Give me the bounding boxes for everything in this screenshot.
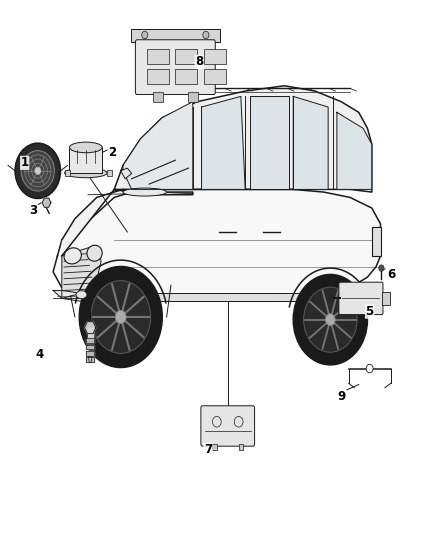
Ellipse shape: [64, 248, 81, 264]
Text: 6: 6: [387, 268, 396, 281]
Bar: [152, 92, 163, 102]
Text: 5: 5: [365, 305, 374, 318]
Text: 9: 9: [337, 390, 346, 403]
Polygon shape: [250, 96, 289, 189]
Text: 8: 8: [195, 55, 204, 68]
Bar: [65, 170, 70, 175]
Circle shape: [21, 151, 54, 191]
Text: 3: 3: [29, 204, 38, 217]
Bar: [372, 227, 381, 256]
Circle shape: [15, 143, 60, 198]
Polygon shape: [293, 96, 328, 189]
Polygon shape: [86, 338, 94, 343]
Polygon shape: [85, 321, 96, 334]
Polygon shape: [114, 86, 372, 192]
Circle shape: [304, 287, 357, 352]
Circle shape: [142, 31, 148, 39]
Ellipse shape: [76, 290, 87, 298]
Polygon shape: [121, 168, 132, 179]
Text: 7: 7: [204, 443, 212, 456]
Bar: [114, 293, 332, 301]
Polygon shape: [86, 351, 94, 356]
Polygon shape: [53, 189, 381, 304]
Circle shape: [379, 265, 384, 271]
Circle shape: [115, 310, 126, 324]
Bar: [212, 444, 217, 450]
Ellipse shape: [70, 142, 102, 153]
FancyBboxPatch shape: [135, 40, 215, 94]
Polygon shape: [86, 345, 94, 350]
Polygon shape: [201, 96, 245, 189]
Text: 2: 2: [108, 146, 116, 159]
FancyBboxPatch shape: [339, 282, 383, 314]
Polygon shape: [337, 112, 372, 189]
Bar: [381, 292, 390, 305]
Polygon shape: [62, 245, 101, 298]
Polygon shape: [88, 328, 93, 338]
Bar: [187, 92, 198, 102]
Circle shape: [79, 266, 162, 368]
Circle shape: [203, 31, 209, 39]
Bar: [147, 69, 169, 84]
Polygon shape: [53, 290, 114, 301]
Bar: [204, 69, 226, 84]
Polygon shape: [86, 358, 94, 362]
Text: 1: 1: [21, 156, 29, 169]
Bar: [239, 444, 243, 450]
Ellipse shape: [123, 188, 166, 196]
Circle shape: [293, 274, 367, 365]
Bar: [131, 29, 220, 42]
Polygon shape: [123, 102, 193, 189]
FancyBboxPatch shape: [201, 406, 254, 446]
Text: 4: 4: [36, 348, 44, 361]
Polygon shape: [88, 357, 92, 362]
Polygon shape: [62, 189, 193, 256]
Bar: [175, 69, 197, 84]
Polygon shape: [70, 148, 102, 173]
Circle shape: [366, 365, 373, 373]
Bar: [204, 49, 226, 64]
Circle shape: [325, 314, 335, 326]
Bar: [107, 170, 112, 175]
Circle shape: [35, 167, 41, 174]
Bar: [147, 49, 169, 64]
Ellipse shape: [64, 168, 107, 177]
Polygon shape: [42, 198, 51, 207]
Ellipse shape: [87, 245, 102, 261]
Bar: [175, 49, 197, 64]
Circle shape: [91, 281, 151, 353]
